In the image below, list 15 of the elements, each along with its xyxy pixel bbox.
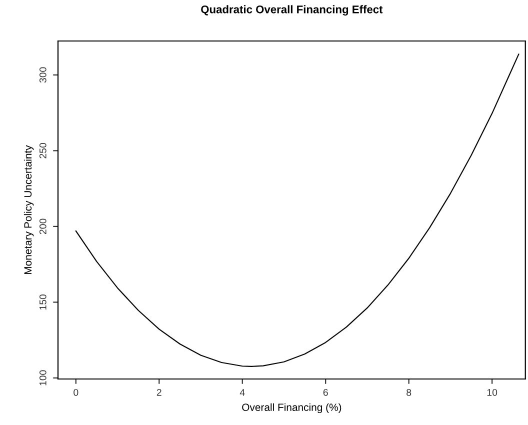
x-axis-title: Overall Financing (%) xyxy=(242,403,342,414)
x-tick-label: 10 xyxy=(487,388,498,396)
x-tick-label: 8 xyxy=(406,388,412,396)
y-tick-label: 100 xyxy=(39,370,46,386)
y-tick-label: 200 xyxy=(39,218,46,234)
x-tick-label: 6 xyxy=(323,388,328,396)
y-tick-label: 150 xyxy=(39,294,46,310)
x-tick-label: 0 xyxy=(74,388,78,396)
chart-title: Quadratic Overall Financing Effect xyxy=(201,5,383,16)
y-axis-title: Monetary Policy Uncertainty xyxy=(24,145,34,274)
x-tick-label: 2 xyxy=(156,388,162,396)
y-tick-label: 250 xyxy=(39,142,46,158)
line-series xyxy=(75,54,520,367)
y-tick-label: 300 xyxy=(39,67,46,83)
x-tick-label: 4 xyxy=(240,389,245,396)
